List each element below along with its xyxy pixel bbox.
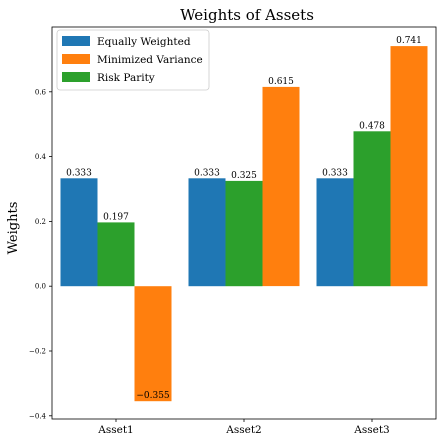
y-tick-label: 0.4 xyxy=(35,153,47,161)
data-label: 0.197 xyxy=(103,212,129,222)
data-label: 0.333 xyxy=(194,168,220,178)
y-axis-label: Weights xyxy=(6,202,21,255)
y-tick-label: −0.2 xyxy=(29,348,46,356)
x-tick-label: Asset3 xyxy=(353,424,389,436)
bar-risk-parity-asset3 xyxy=(353,131,391,287)
data-label: −0.355 xyxy=(136,391,170,401)
data-label: 0.333 xyxy=(66,168,92,178)
data-label: 0.325 xyxy=(231,171,257,181)
legend-swatch-equally-weighted xyxy=(62,36,90,46)
legend-label: Equally Weighted xyxy=(97,36,191,48)
bar-risk-parity-asset2 xyxy=(225,180,263,287)
legend-label: Risk Parity xyxy=(97,72,155,84)
legend-swatch-minimized-variance xyxy=(62,54,90,64)
chart-title: Weights of Assets xyxy=(180,6,314,24)
plot-area: 0.333 0.197 −0.355 0.333 0.325 0.615 0.333 0.47… xyxy=(29,26,437,436)
bar-equally-weighted-asset2 xyxy=(188,178,226,287)
legend-label: Minimized Variance xyxy=(97,54,203,66)
legend-box xyxy=(56,29,210,91)
x-tick-label: Asset2 xyxy=(225,424,261,436)
y-tick-label: 0.0 xyxy=(35,283,46,291)
data-label: 0.478 xyxy=(359,121,385,131)
legend-swatch-risk-parity xyxy=(62,72,90,82)
bar-equally-weighted-asset3 xyxy=(316,178,354,287)
bar-minimized-variance-asset1 xyxy=(134,286,172,402)
x-tick-label: Asset1 xyxy=(97,424,133,436)
bar-equally-weighted-asset1 xyxy=(60,178,98,287)
data-label: 0.741 xyxy=(396,36,422,46)
bar-minimized-variance-asset2 xyxy=(262,86,300,287)
y-tick-label: 0.2 xyxy=(35,218,46,226)
data-label: 0.333 xyxy=(322,168,348,178)
y-tick-label: −0.4 xyxy=(29,412,47,420)
bar-minimized-variance-asset3 xyxy=(390,46,428,287)
data-label: 0.615 xyxy=(268,77,294,87)
bar-risk-parity-asset1 xyxy=(97,222,135,287)
y-tick-label: 0.6 xyxy=(35,88,47,96)
